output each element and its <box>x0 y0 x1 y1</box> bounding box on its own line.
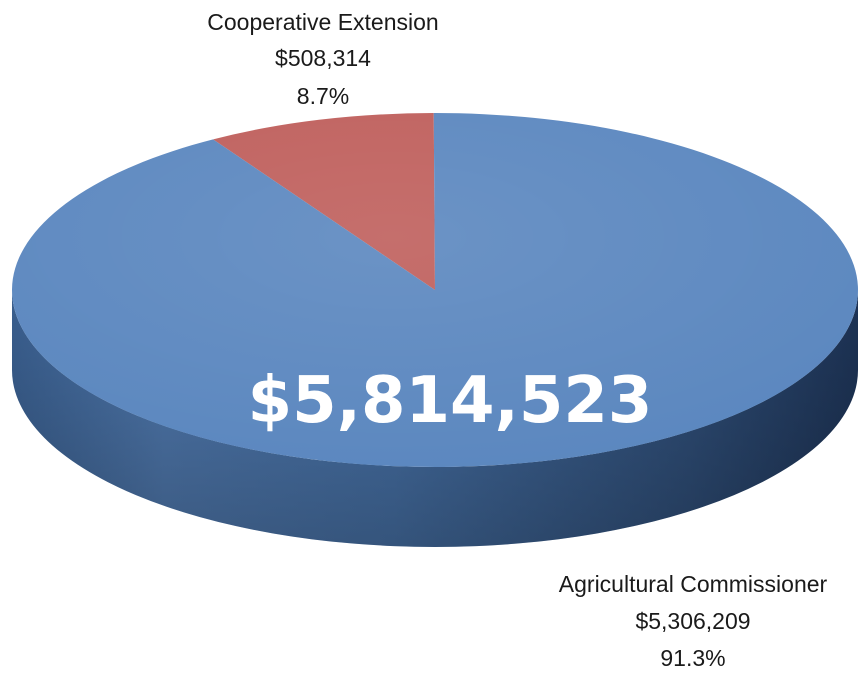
slice-name-label: Cooperative Extension <box>207 9 438 35</box>
slice-label-cooperative-extension: Cooperative Extension $508,314 8.7% <box>207 9 438 109</box>
pie-total-label: $5,814,523 <box>248 364 653 438</box>
slice-label-agricultural-commissioner: Agricultural Commissioner $5,306,209 91.… <box>559 571 828 671</box>
pie-top-sheen <box>12 113 858 467</box>
slice-name-label: Agricultural Commissioner <box>559 571 828 597</box>
pie-side-shade <box>12 290 858 547</box>
slice-amount-label: $508,314 <box>275 45 371 71</box>
slice-amount-label: $5,306,209 <box>635 608 750 634</box>
slice-percent-label: 91.3% <box>660 645 725 671</box>
slice-percent-label: 8.7% <box>297 83 349 109</box>
